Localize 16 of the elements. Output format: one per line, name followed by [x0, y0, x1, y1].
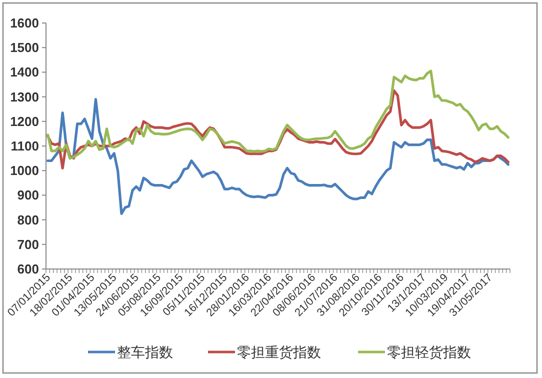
- y-tick-label: 800: [17, 212, 39, 228]
- y-tick-label: 1200: [10, 114, 39, 129]
- legend-label: 零担轻货指数: [387, 344, 471, 360]
- legend-label: 整车指数: [117, 344, 173, 360]
- y-tick-label: 1000: [10, 163, 39, 178]
- y-tick-label: 600: [17, 262, 39, 276]
- line-series: [46, 98, 510, 215]
- legend-label: 零担重货指数: [237, 344, 321, 360]
- y-tick-label: 1100: [10, 138, 39, 154]
- y-tick-label: 1500: [10, 40, 39, 56]
- y-tick-label: 1300: [10, 89, 39, 104]
- y-tick-label: 700: [17, 236, 39, 252]
- y-tick-label: 900: [17, 188, 39, 203]
- y-tick-label: 1600: [10, 16, 39, 30]
- line-series: [46, 70, 510, 160]
- y-tick-label: 1400: [10, 64, 39, 80]
